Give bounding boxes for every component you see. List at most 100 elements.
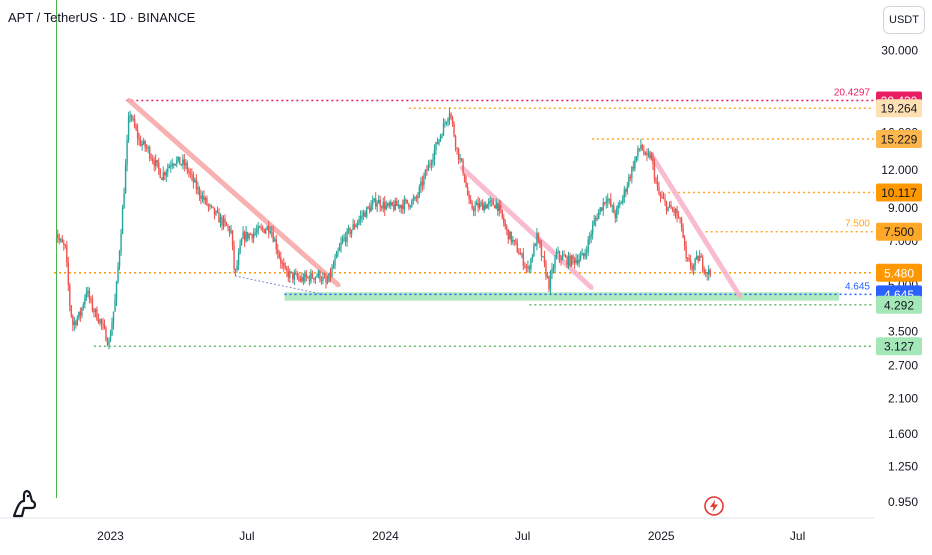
price-badge[interactable]: 10.117 [876,183,922,202]
candle-body [692,265,695,270]
candle-body [391,202,393,206]
candle-body [676,209,678,217]
candle-body [153,161,155,166]
candle-body [257,226,259,231]
candle-body [656,181,659,187]
candle-body [504,223,506,227]
candle-body [643,150,645,154]
candle-body [136,129,139,139]
candle-body [246,231,249,239]
candle-body [310,273,312,282]
price-badge[interactable]: 5.480 [876,263,922,282]
price-badge-bg [876,222,922,241]
candle-body [201,195,204,200]
time-axis[interactable]: 2023 Jul 2024 Jul 2025 Jul [97,529,805,543]
price-badge[interactable]: 7.500 [876,222,922,241]
candle-body [340,242,342,248]
candle-body [105,327,107,341]
candle-body [145,147,148,149]
candle-body [376,203,378,207]
price-badge[interactable]: 3.127 [876,337,922,356]
price-badge-label: 7.500 [884,225,914,239]
candle-body [96,308,98,320]
candle-body [543,256,546,264]
candle-body [700,256,702,258]
candle-body [491,200,493,202]
candle-body [652,156,654,164]
candle-body [658,186,660,195]
flash-indicator-icon[interactable] [704,496,724,516]
candle-body [686,257,689,259]
candle-body [283,263,285,267]
candle-body [328,273,330,282]
candle-body [685,245,687,258]
currency-unit-button[interactable]: USDT [883,6,925,34]
candle-body [567,255,570,265]
symbol-title[interactable]: APT / TetherUS · 1D · BINANCE [8,10,196,25]
candle-body [215,211,217,215]
candle-body [423,176,425,186]
candle-body [346,229,348,242]
price-badge-bg [876,337,922,356]
candle-body [558,251,561,258]
price-badge-label: 3.127 [884,340,914,354]
candle-body [358,219,360,223]
candle-body [655,179,657,182]
candle-body [390,202,392,206]
candle-body [365,207,368,218]
candle-body [73,321,76,325]
candle-body [409,206,412,208]
candle-body [70,305,73,317]
candle-body [323,277,326,279]
candle-body [209,205,211,207]
price-badge[interactable]: 4.292 [876,295,922,314]
candle-body [161,177,163,180]
candle-body [281,262,283,264]
candle-body [135,126,137,130]
candle-body [488,201,490,205]
candle-body [585,252,588,254]
candle-body [587,239,589,253]
candle-body [341,238,344,243]
candle-body [236,265,238,271]
candle-body [661,196,663,198]
candle-body [477,202,479,208]
candle-body [596,218,598,220]
candle-body [613,205,615,214]
candle-body [637,148,639,157]
candle-body [331,267,333,277]
price-badge[interactable]: 19.264 [876,99,922,118]
candle-body [403,199,406,210]
candle-body [680,218,683,228]
candle-body [427,164,430,171]
tradingview-logo-icon[interactable] [12,490,37,518]
candle-body [316,276,318,278]
candle-body [510,231,513,243]
candle-body [441,135,443,137]
candle-body [581,253,583,256]
candle-body [186,163,189,172]
candle-body [677,216,680,218]
candle-body [112,311,115,324]
candle-body [466,186,469,196]
candle-body [619,203,621,206]
candle-body [142,140,145,145]
price-tick-label: 30.000 [881,43,918,57]
candle-body [634,159,636,169]
candle-body [349,228,351,235]
price-badge[interactable]: 15.229 [876,130,922,149]
candle-body [75,321,77,325]
candle-body [269,231,271,233]
candle-body [691,266,693,270]
candle-body [408,203,410,207]
price-badges-layer: 20.43019.26415.22910.1177.5005.4804.6454… [876,91,922,356]
candle-body [207,204,210,206]
candle-body [411,200,413,207]
candle-body [94,308,97,313]
candle-body [139,139,142,146]
candle-body [649,153,651,159]
candle-body [593,220,595,226]
candle-body [115,282,118,300]
